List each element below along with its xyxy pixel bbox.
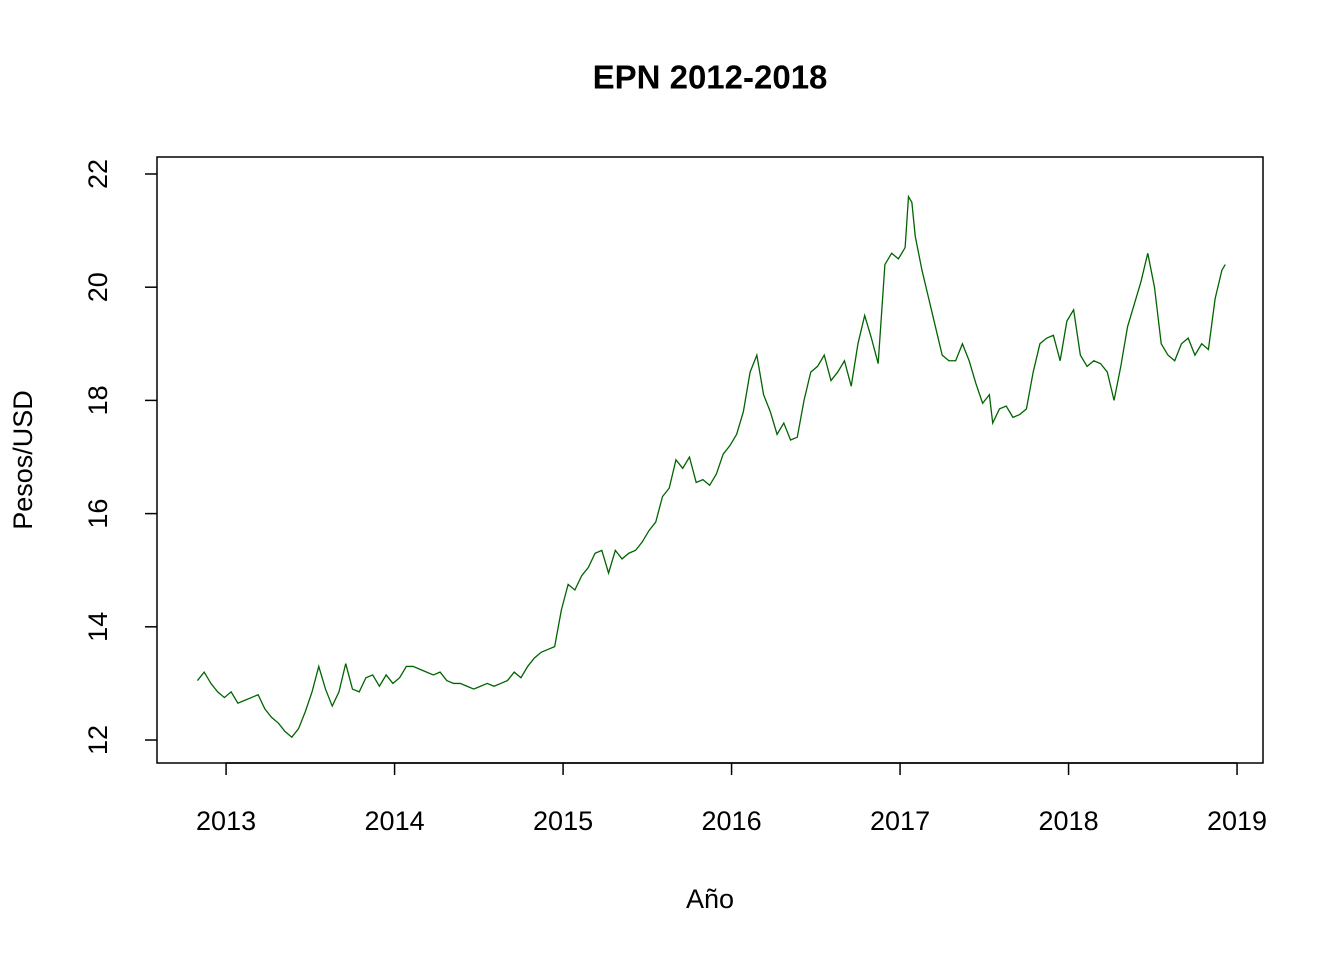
data-line	[196, 194, 1226, 739]
y-tick-label: 20	[83, 272, 113, 302]
y-tick-label: 22	[83, 159, 113, 189]
chart-title: EPN 2012-2018	[593, 59, 828, 96]
y-tick-label: 14	[83, 612, 113, 642]
x-tick-label: 2013	[196, 806, 256, 836]
y-tick-label: 18	[83, 385, 113, 415]
x-axis-title: Año	[686, 884, 734, 914]
y-tick-label: 16	[83, 499, 113, 529]
x-tick-label: 2015	[533, 806, 593, 836]
y-axis-title: Pesos/USD	[8, 390, 38, 530]
x-tick-label: 2016	[702, 806, 762, 836]
x-tick-label: 2017	[870, 806, 930, 836]
x-tick-label: 2019	[1207, 806, 1267, 836]
x-tick-label: 2014	[365, 806, 425, 836]
x-tick-label: 2018	[1039, 806, 1099, 836]
y-tick-label: 12	[83, 725, 113, 755]
